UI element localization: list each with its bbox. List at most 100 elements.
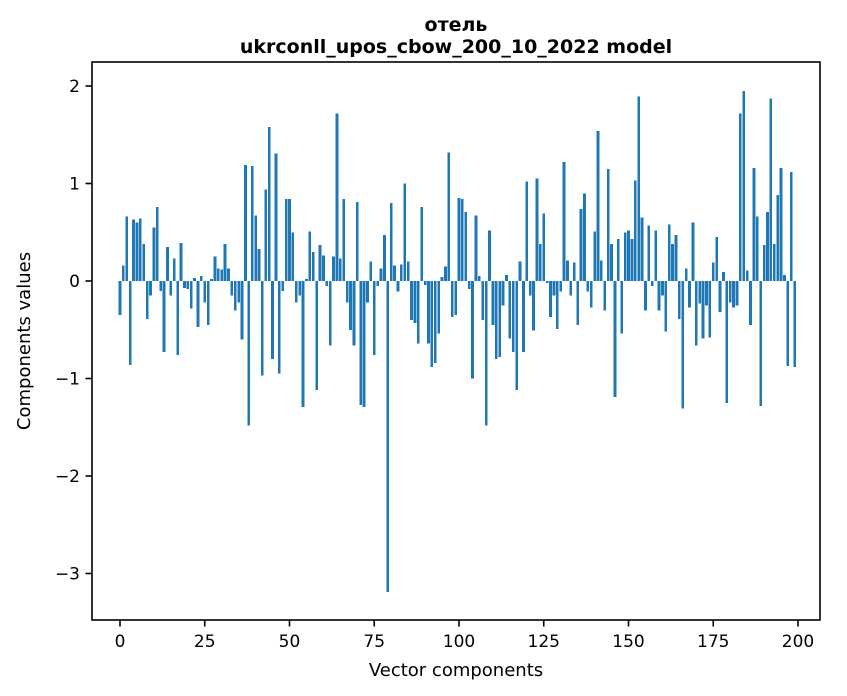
bar (440, 277, 444, 281)
bar (593, 231, 596, 282)
bar (210, 279, 213, 281)
x-tick-label: 100 (443, 632, 475, 652)
bar (271, 281, 274, 359)
ticks-group: 0 25 50 75 100 125 150 175 200 2 1 0 −1 −2 −3 (55, 77, 814, 652)
bar (461, 199, 464, 281)
bar (122, 265, 125, 281)
y-tick-label: −2 (55, 467, 80, 487)
bar (206, 281, 210, 325)
bar (779, 167, 783, 281)
bar (216, 268, 220, 281)
bar (474, 215, 478, 282)
bar (366, 281, 369, 303)
bar (118, 281, 122, 316)
bar (359, 281, 363, 405)
bar (406, 261, 410, 281)
bar (291, 232, 295, 281)
bar (138, 218, 142, 281)
bar (769, 98, 773, 281)
bar (230, 281, 234, 296)
bar (610, 243, 613, 281)
bar (688, 281, 691, 308)
bar (342, 199, 346, 281)
bar (369, 261, 373, 281)
bar (308, 231, 312, 282)
axes-spines (91, 61, 821, 621)
bar (372, 281, 376, 356)
bar (420, 206, 424, 281)
bar (450, 281, 454, 318)
bar (749, 281, 752, 325)
bar (491, 281, 495, 325)
bar (396, 281, 400, 292)
bar (267, 126, 271, 281)
chart-subtitle: ukrconll_upos_cbow_200_10_2022 model (240, 36, 672, 58)
bar (640, 217, 644, 282)
bar (393, 265, 396, 281)
bar (776, 195, 780, 281)
bar (562, 162, 566, 281)
bar (454, 281, 457, 316)
bar (691, 222, 695, 281)
bar (671, 243, 674, 281)
bar (162, 281, 166, 353)
bar (376, 281, 379, 286)
bar (423, 281, 427, 285)
bar (793, 281, 796, 367)
y-tick-label: −1 (55, 370, 80, 390)
bar (766, 211, 769, 281)
bar (200, 276, 203, 282)
bar (325, 281, 329, 286)
x-tick-label: 200 (782, 632, 814, 652)
bar (755, 216, 759, 281)
bar (623, 232, 627, 281)
bar (579, 208, 583, 281)
bar (322, 255, 325, 281)
bar (522, 281, 525, 353)
bar (583, 193, 586, 281)
bar (284, 199, 288, 281)
bar (484, 281, 488, 426)
bar (708, 281, 712, 338)
x-tick-label: 150 (612, 632, 644, 652)
bar (586, 281, 590, 292)
bar (355, 202, 359, 281)
bar (711, 262, 715, 281)
bar (240, 281, 244, 340)
bar (698, 281, 702, 304)
bar (508, 281, 512, 339)
bar (183, 281, 186, 288)
bar (732, 281, 735, 308)
bar (379, 268, 383, 281)
bar (444, 266, 447, 282)
bar (789, 171, 793, 281)
bar (481, 281, 485, 320)
bar (600, 260, 603, 281)
bar (176, 281, 179, 356)
y-tick-label: 1 (69, 175, 80, 195)
bar (471, 281, 474, 379)
bar (674, 235, 678, 281)
bar (555, 281, 559, 329)
bar (511, 281, 515, 353)
bar (318, 244, 322, 282)
bar (532, 281, 535, 331)
bar (498, 281, 502, 358)
bar (718, 281, 722, 313)
bar (352, 281, 356, 346)
bar (311, 251, 315, 281)
bars-group (118, 90, 796, 593)
bar (386, 281, 390, 593)
bar (281, 281, 285, 291)
x-tick-label: 125 (528, 632, 560, 652)
bar (545, 281, 549, 283)
bar (383, 235, 386, 281)
bar (430, 281, 434, 367)
bar (661, 281, 664, 296)
bar (305, 279, 308, 281)
bar (701, 281, 705, 339)
bar (227, 268, 230, 281)
bar (298, 281, 302, 296)
